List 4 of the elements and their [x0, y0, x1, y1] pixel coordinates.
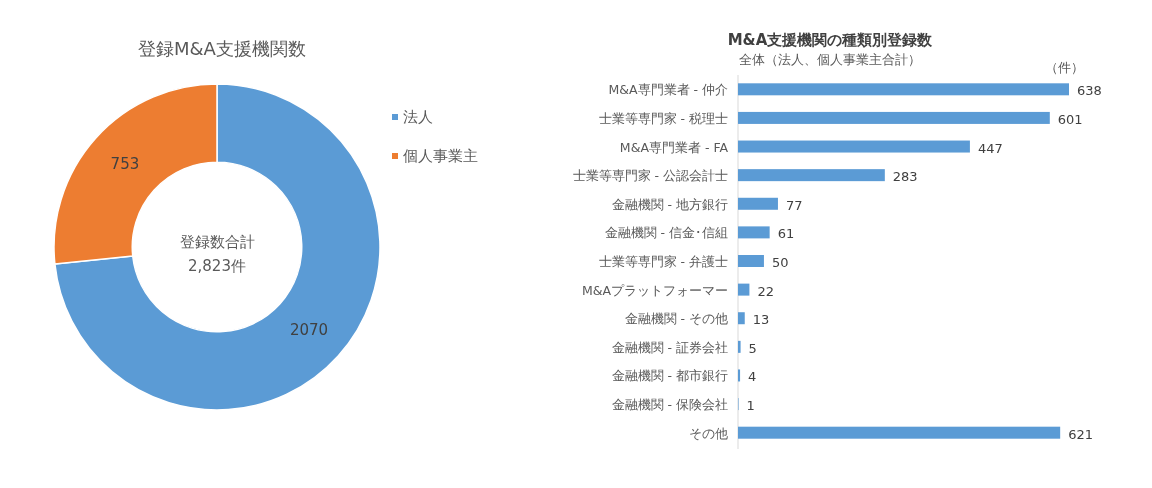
- xlabel: （件）: [1044, 59, 1084, 75]
- title: M&A支援機関の種類別登録数: [727, 31, 933, 49]
- title: 登録M&A支援機関数: [138, 37, 306, 59]
- subtitle: 全体（法人、個人事業主合計）: [739, 51, 921, 67]
